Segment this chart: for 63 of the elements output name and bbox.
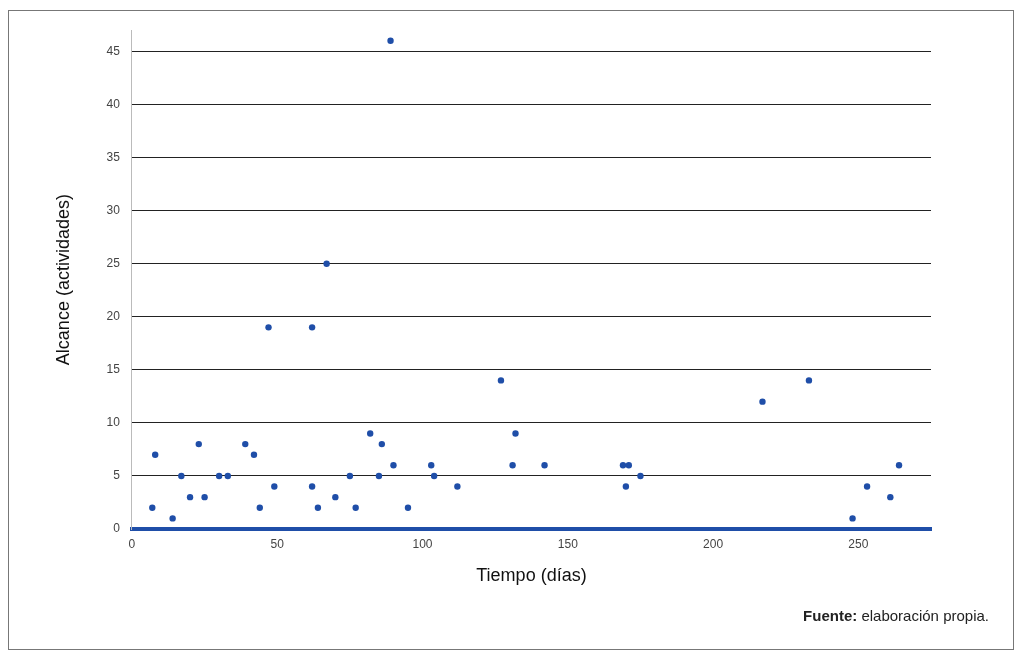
x-tick-label: 50: [270, 536, 285, 551]
point: [224, 472, 232, 480]
x-tick-label: 100: [412, 536, 433, 551]
point: [759, 398, 766, 405]
x-tick-label: 200: [703, 536, 724, 551]
point: [849, 515, 856, 522]
point: [151, 451, 159, 458]
point: [378, 440, 386, 448]
point: [404, 504, 412, 511]
point: [430, 472, 438, 480]
point: [619, 462, 627, 469]
point: [314, 504, 322, 511]
point: [271, 483, 278, 490]
point: [250, 451, 258, 458]
point: [428, 462, 435, 469]
point: [805, 377, 813, 384]
point: [178, 472, 185, 480]
point: [367, 430, 374, 437]
point: [265, 324, 272, 331]
point: [346, 472, 354, 480]
point: [149, 504, 156, 511]
point: [169, 515, 176, 522]
y-axis-title: Alcance (actividades): [52, 194, 73, 366]
point: [215, 472, 223, 480]
y-tick-label: 20: [106, 309, 121, 324]
y-tick-label: 45: [106, 43, 121, 58]
point: [201, 493, 208, 501]
point: [509, 462, 516, 469]
point: [454, 483, 461, 490]
point: [541, 462, 548, 469]
point: [625, 462, 633, 469]
point: [323, 260, 330, 267]
source-note: Fuente: elaboración propia.: [803, 607, 989, 624]
point: [352, 504, 359, 511]
point: [332, 493, 339, 501]
point: [497, 377, 505, 384]
point: [256, 504, 263, 511]
point: [895, 462, 903, 469]
point: [308, 324, 316, 331]
point: [186, 493, 194, 501]
x-tick-label: 150: [557, 536, 579, 551]
y-tick-label: 35: [106, 149, 121, 164]
point: [390, 462, 397, 469]
point: [512, 430, 519, 437]
point: [863, 483, 871, 490]
point: [387, 37, 394, 45]
y-tick-label: 40: [106, 96, 121, 111]
y-tick-label: 15: [106, 362, 121, 377]
point: [887, 493, 894, 501]
point: [195, 440, 202, 448]
y-tick-label: 25: [106, 255, 121, 270]
y-tick-label: 0: [113, 521, 121, 536]
x-axis-title: Tiempo (días): [476, 565, 587, 586]
x-tick-label: 250: [848, 536, 869, 551]
y-tick-label: 10: [106, 415, 121, 430]
x-tick-label: 0: [128, 536, 136, 551]
point: [308, 483, 316, 490]
point: [637, 472, 644, 480]
y-tick-label: 5: [113, 468, 121, 483]
y-tick-label: 30: [106, 202, 121, 217]
point: [622, 483, 630, 490]
point: [375, 472, 383, 480]
point: [242, 440, 249, 448]
